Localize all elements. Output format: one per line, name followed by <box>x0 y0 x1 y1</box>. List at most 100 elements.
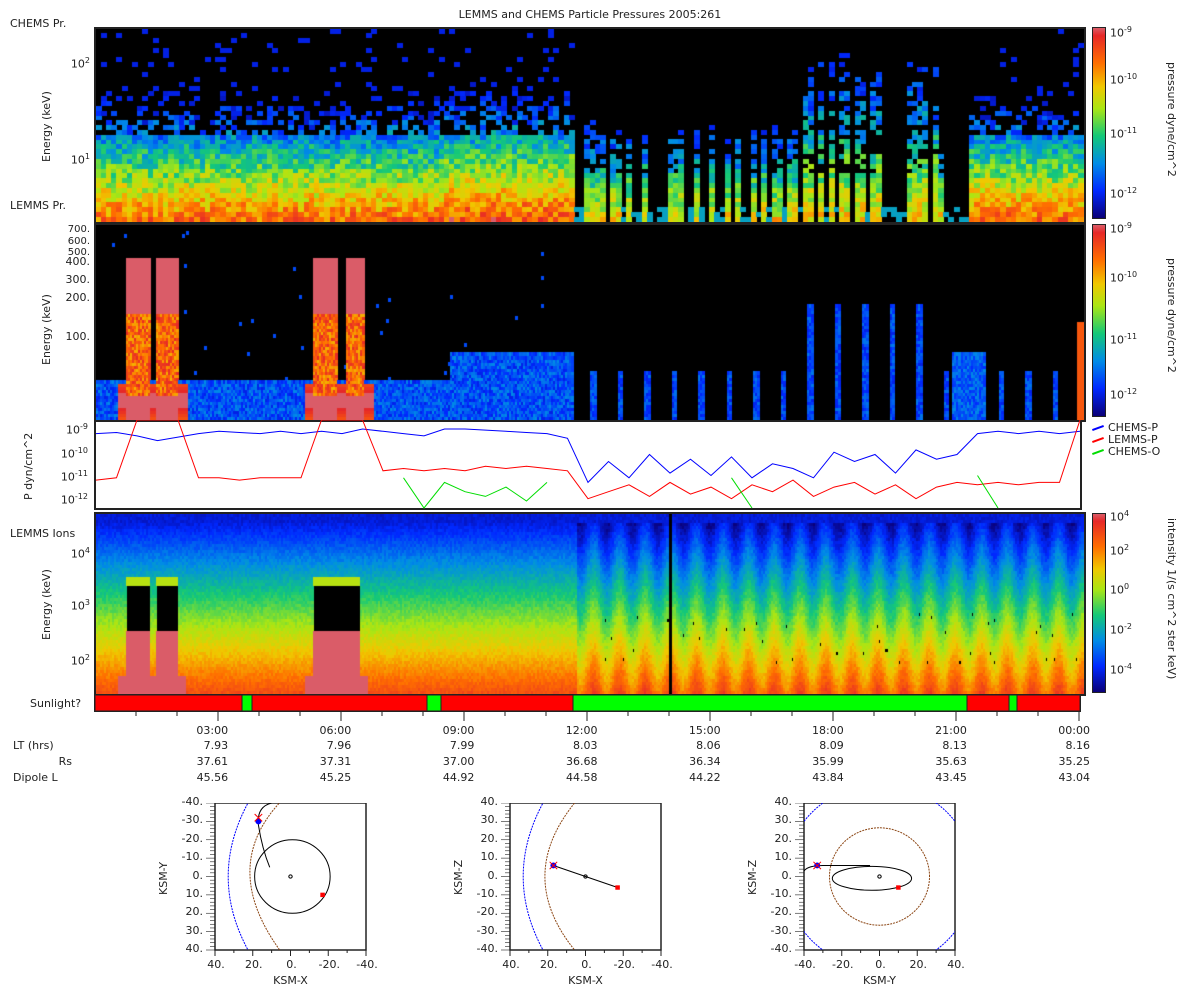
bow-shock-boundary <box>829 828 929 925</box>
sunlight-segment-sun <box>573 695 968 711</box>
sunlight-segment-shadow <box>967 695 1009 711</box>
end-marker <box>320 892 325 898</box>
ions-ytick: 104 <box>70 546 90 561</box>
orbit-xtick: 40. <box>947 958 965 971</box>
ephemeris-value: 8.13 <box>942 739 967 752</box>
orbit-plot-ksm-y-ksm-z <box>795 803 956 956</box>
ephemeris-value: 35.63 <box>935 755 967 768</box>
ephemeris-value: 7.96 <box>326 739 352 752</box>
colorbar-tick-label: 10-9 <box>1110 25 1132 40</box>
colorbar-tick-label: 10-4 <box>1110 662 1132 677</box>
sunlight-segment-shadow <box>95 695 242 711</box>
saturn-marker <box>289 875 292 878</box>
chems-colorbar-label: pressure dyne/cm^2 <box>1165 62 1178 177</box>
orbit-trajectory <box>832 866 911 890</box>
series-chems-p-line <box>95 428 1081 484</box>
bow-shock-boundary <box>545 803 576 952</box>
orbit-plot-ksm-x-ksm-y <box>206 803 367 956</box>
ephemeris-value: 8.09 <box>819 739 844 752</box>
time-tick-label: 03:00 <box>196 724 229 737</box>
legend-swatch <box>1092 425 1104 431</box>
time-tick-label: 18:00 <box>812 724 844 737</box>
orbit-xtick: 0. <box>875 958 886 971</box>
orbit-ytick: -30. <box>476 923 498 937</box>
series-chems-o-line <box>403 477 548 509</box>
time-tick-label: 06:00 <box>319 724 352 737</box>
colorbar-tick-label: 10-10 <box>1110 270 1138 285</box>
orbit-ytick: -40. <box>476 942 498 955</box>
colorbar-tick-label: 10-2 <box>1110 622 1132 637</box>
orbit-xtick: -40. <box>651 958 673 971</box>
orbit-ytick: 30. <box>774 813 793 827</box>
orbit-xtick: -40. <box>356 958 378 971</box>
orbit-ytick: 0. <box>487 868 499 882</box>
series-chems-o-line <box>977 475 999 509</box>
ephemeris-value: 44.92 <box>442 771 475 784</box>
lemms-colorbar <box>1092 224 1106 417</box>
pressure-ytick: 10-11 <box>60 468 88 484</box>
legend-item: LEMMS-P <box>1092 433 1158 446</box>
orbit-ytick: -10. <box>770 886 792 900</box>
lemms-ytick: 200. <box>65 291 91 304</box>
ephemeris-value: 43.84 <box>812 771 844 784</box>
lemms-colorbar-label: pressure dyne/cm^2 <box>1165 258 1178 373</box>
ephemeris-value: 7.99 <box>449 739 475 752</box>
orbit-xtick: 0. <box>286 958 297 971</box>
orbit-ylabel: KSM-Y <box>157 861 170 895</box>
orbit-trajectory <box>804 865 870 871</box>
plot-frame <box>94 420 1082 510</box>
ephemeris-value: 8.16 <box>1065 739 1091 752</box>
lemms-panel-label: LEMMS Pr. <box>10 199 66 212</box>
ephemeris-value: 8.03 <box>573 739 598 752</box>
start-x-icon <box>550 862 558 869</box>
orbit-ytick: 30. <box>185 923 204 937</box>
orbit-trajectory <box>255 840 331 914</box>
orbit-ylabel: KSM-Z <box>452 859 465 895</box>
sunlight-segment-sun <box>427 695 441 711</box>
ephemeris-value: 37.00 <box>442 755 475 768</box>
colorbar-tick-label: 10-10 <box>1110 72 1138 87</box>
ephemeris-row-label: Rs <box>58 755 72 768</box>
legend-item: CHEMS-O <box>1092 445 1160 458</box>
ephemeris-value: 43.45 <box>935 771 967 784</box>
orbit-plot-ksm-x-ksm-z <box>501 803 662 956</box>
saturn-marker <box>584 875 587 878</box>
orbit-ytick: 10. <box>480 850 499 864</box>
orbit-xtick: 40. <box>502 958 520 971</box>
orbit-ytick: -10. <box>476 886 498 900</box>
sunlight-segment-shadow <box>1017 695 1080 711</box>
ephemeris-value: 45.56 <box>196 771 229 784</box>
saturn-marker <box>878 875 881 878</box>
ephemeris-row-label: Dipole L <box>13 771 58 784</box>
legend-swatch <box>1092 437 1104 443</box>
colorbar-tick-label: 10-11 <box>1110 126 1138 141</box>
ephemeris-row-label: LT (hrs) <box>13 739 54 752</box>
orbit-ytick: 40. <box>774 795 793 808</box>
sunlight-label: Sunlight? <box>30 697 82 710</box>
orbit-xtick: -40. <box>794 958 816 971</box>
sunlight-bar <box>94 694 1081 712</box>
orbit-ytick: 40. <box>480 795 499 808</box>
lemms-ytick: 400. <box>65 255 91 268</box>
time-axis-ticks <box>135 711 1080 721</box>
colorbar-tick-label: 10-12 <box>1110 387 1138 402</box>
chems-ytick: 101 <box>70 152 90 167</box>
ions-panel-label: LEMMS Ions <box>10 527 76 540</box>
orbit-ytick: 10. <box>185 886 204 900</box>
sunlight-segment-sun <box>241 695 253 711</box>
ephemeris-value: 36.68 <box>566 755 598 768</box>
lemms-ytick: 600. <box>67 236 90 247</box>
ions-colorbar-label: intensity 1/(s cm^2 ster keV) <box>1165 518 1178 680</box>
orbit-ytick: -40. <box>770 942 792 955</box>
ions-spectrogram <box>94 512 1086 696</box>
legend-swatch <box>1092 449 1104 455</box>
colorbar-tick-label: 100 <box>1110 582 1130 597</box>
orbit-xtick: 20. <box>909 958 928 971</box>
orbit-ytick: -20. <box>770 905 792 919</box>
chems-colorbar <box>1092 27 1106 219</box>
chems-spectrogram <box>94 27 1086 224</box>
start-marker <box>255 818 262 825</box>
time-tick-label: 00:00 <box>1058 724 1090 737</box>
pressure-ytick: 10-9 <box>66 422 88 437</box>
ephemeris-value: 37.61 <box>196 755 229 768</box>
